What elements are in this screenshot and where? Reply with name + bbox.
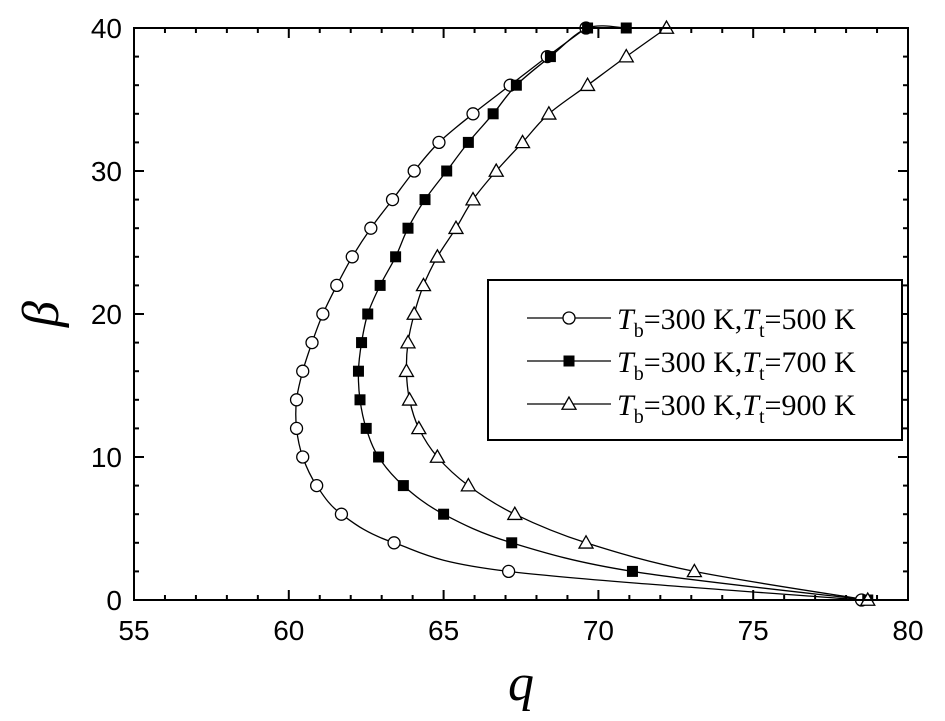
data-point-series-1 bbox=[334, 507, 349, 521]
y-axis-title: β bbox=[13, 301, 70, 328]
data-point-series-1 bbox=[385, 192, 400, 207]
data-point-series-3 bbox=[460, 477, 477, 492]
data-point-series-3 bbox=[401, 391, 418, 406]
data-point-series-3 bbox=[429, 248, 446, 263]
data-point-series-3 bbox=[398, 362, 415, 378]
data-point-series-3 bbox=[579, 76, 596, 92]
data-point-series-1 bbox=[407, 164, 421, 178]
data-point-series-3 bbox=[506, 505, 523, 521]
y-tick-label: 0 bbox=[106, 585, 122, 616]
data-point-series-3 bbox=[488, 162, 505, 177]
data-point-series-2 bbox=[506, 537, 518, 549]
data-point-series-3 bbox=[540, 105, 557, 120]
data-point-series-3 bbox=[410, 420, 427, 435]
data-point-series-1 bbox=[501, 564, 516, 579]
x-tick-label: 70 bbox=[583, 615, 614, 646]
y-tick-label: 30 bbox=[91, 156, 122, 187]
data-point-series-1 bbox=[364, 221, 378, 235]
x-tick-label: 75 bbox=[738, 615, 769, 646]
data-point-series-2 bbox=[354, 394, 366, 406]
axis-tick-labels: 55 60 65 70 75 80 0 10 20 30 40 bbox=[91, 13, 924, 646]
legend-box bbox=[487, 279, 903, 441]
data-point-series-2 bbox=[510, 79, 522, 91]
data-point-series-1 bbox=[330, 278, 344, 293]
data-point-series-1 bbox=[345, 250, 359, 264]
data-point-series-3 bbox=[514, 134, 531, 149]
x-tick-label: 60 bbox=[273, 615, 304, 646]
data-point-series-3 bbox=[686, 563, 703, 578]
legend-label: Tb=300 K,Tt=700 K bbox=[617, 346, 856, 385]
data-point-series-3 bbox=[406, 305, 423, 320]
data-point-series-3 bbox=[464, 191, 482, 206]
data-point-series-1 bbox=[316, 307, 330, 321]
data-point-series-2 bbox=[441, 165, 453, 177]
x-tick-label: 80 bbox=[892, 615, 923, 646]
data-point-series-3 bbox=[399, 334, 417, 349]
data-point-series-2 bbox=[374, 279, 386, 291]
legend-label: Tb=300 K,Tt=500 K bbox=[617, 303, 856, 342]
axis-ticks bbox=[133, 27, 909, 601]
x-axis-title: q bbox=[508, 655, 534, 712]
data-point-series-1 bbox=[466, 107, 480, 121]
data-point-series-2 bbox=[390, 251, 402, 263]
data-point-series-3 bbox=[447, 219, 465, 235]
data-point-series-3 bbox=[577, 534, 595, 549]
legend-label: Tb=300 K,Tt=900 K bbox=[617, 389, 856, 428]
data-point-series-1 bbox=[305, 335, 319, 350]
legend-marker bbox=[562, 311, 576, 325]
data-point-series-2 bbox=[626, 565, 638, 577]
data-point-series-2 bbox=[487, 108, 499, 120]
data-point-series-2 bbox=[356, 337, 368, 349]
data-point-series-2 bbox=[438, 508, 450, 520]
legend: Tb=300 K,Tt=500 K Tb=300 K,Tt=700 K Tb=300… bbox=[487, 279, 903, 441]
data-point-series-1 bbox=[387, 536, 401, 550]
x-tick-label: 65 bbox=[428, 615, 459, 646]
y-tick-label: 40 bbox=[91, 13, 122, 44]
series-line-3 bbox=[405, 27, 868, 601]
data-point-series-3 bbox=[429, 448, 446, 463]
data-point-series-2 bbox=[544, 51, 556, 63]
data-point-series-1 bbox=[296, 364, 310, 378]
data-point-series-2 bbox=[360, 422, 372, 434]
data-point-series-1 bbox=[289, 421, 304, 436]
data-point-series-1 bbox=[310, 478, 324, 493]
legend-marker bbox=[560, 395, 578, 410]
data-point-series-2 bbox=[397, 480, 409, 492]
x-tick-label: 55 bbox=[118, 615, 149, 646]
y-tick-label: 20 bbox=[91, 299, 122, 330]
data-point-series-2 bbox=[352, 365, 364, 377]
data-point-series-2 bbox=[419, 194, 431, 206]
data-point-series-2 bbox=[402, 222, 414, 234]
data-point-series-3 bbox=[415, 277, 432, 292]
data-point-series-2 bbox=[462, 136, 474, 148]
data-point-series-2 bbox=[373, 451, 385, 463]
legend-marker bbox=[563, 355, 575, 367]
data-point-series-1 bbox=[289, 393, 304, 407]
data-point-series-2 bbox=[362, 308, 374, 320]
data-point-series-3 bbox=[618, 48, 635, 63]
data-point-series-1 bbox=[296, 450, 310, 464]
data-point-series-1 bbox=[432, 135, 446, 150]
series-line-1 bbox=[295, 27, 862, 601]
y-tick-label: 10 bbox=[91, 442, 122, 473]
